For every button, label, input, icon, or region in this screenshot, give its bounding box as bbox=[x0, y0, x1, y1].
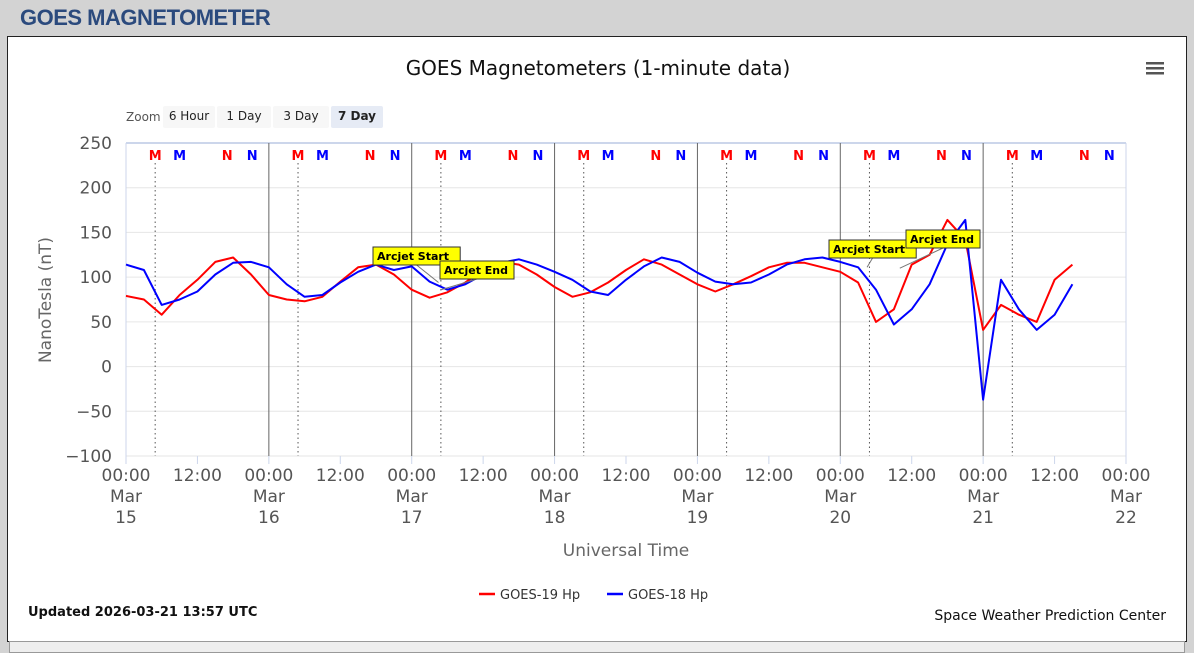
y-tick-label: 150 bbox=[80, 223, 112, 243]
local-time-marker: M bbox=[149, 149, 162, 164]
x-tick-label: 21 bbox=[972, 508, 994, 528]
local-time-marker: M bbox=[292, 149, 305, 164]
local-time-marker: N bbox=[1104, 149, 1115, 164]
updated-timestamp: Updated 2026-03-21 13:57 UTC bbox=[28, 605, 257, 620]
x-axis-title: Universal Time bbox=[563, 541, 689, 561]
y-axis-title: NanoTesla (nT) bbox=[36, 237, 56, 363]
y-tick-label: 0 bbox=[101, 358, 112, 378]
local-time-marker: M bbox=[434, 149, 447, 164]
y-tick-label: 50 bbox=[90, 313, 112, 333]
local-time-marker: M bbox=[459, 149, 472, 164]
arcjet-annotation-label: Arcjet Start bbox=[833, 243, 905, 256]
local-time-marker: N bbox=[532, 149, 543, 164]
x-tick-label: 15 bbox=[115, 508, 137, 528]
local-time-marker: M bbox=[602, 149, 615, 164]
annotation-connector bbox=[867, 258, 873, 267]
x-tick-label: 00:00 bbox=[959, 466, 1008, 486]
x-tick-label: 12:00 bbox=[173, 466, 222, 486]
x-tick-label: 12:00 bbox=[887, 466, 936, 486]
x-tick-label: 00:00 bbox=[244, 466, 293, 486]
zoom-label: Zoom bbox=[126, 110, 161, 124]
x-tick-label: 00:00 bbox=[387, 466, 436, 486]
local-time-marker: M bbox=[1006, 149, 1019, 164]
x-tick-label: 20 bbox=[829, 508, 851, 528]
x-tick-label: Mar bbox=[539, 487, 571, 507]
local-time-marker: M bbox=[577, 149, 590, 164]
y-tick-label: −100 bbox=[65, 447, 112, 467]
local-time-marker: N bbox=[222, 149, 233, 164]
local-time-marker: M bbox=[173, 149, 186, 164]
arcjet-annotation-label: Arcjet End bbox=[910, 233, 974, 246]
local-time-marker: M bbox=[745, 149, 758, 164]
x-tick-label: 00:00 bbox=[530, 466, 579, 486]
chart-title: GOES Magnetometers (1-minute data) bbox=[406, 56, 791, 80]
zoom-button-3-day[interactable]: 3 Day bbox=[283, 109, 318, 123]
credit-text: Space Weather Prediction Center bbox=[934, 608, 1166, 624]
x-tick-label: 00:00 bbox=[1102, 466, 1151, 486]
local-time-marker: N bbox=[650, 149, 661, 164]
y-tick-label: 100 bbox=[80, 268, 112, 288]
x-tick-label: 12:00 bbox=[316, 466, 365, 486]
x-tick-label: 22 bbox=[1115, 508, 1137, 528]
x-tick-label: 00:00 bbox=[673, 466, 722, 486]
x-tick-label: Mar bbox=[967, 487, 999, 507]
arcjet-annotation-label: Arcjet End bbox=[444, 264, 508, 277]
local-time-marker: N bbox=[936, 149, 947, 164]
arcjet-annotation-label: Arcjet Start bbox=[377, 250, 449, 263]
x-tick-label: Mar bbox=[1110, 487, 1142, 507]
local-time-marker: N bbox=[793, 149, 804, 164]
x-tick-label: Mar bbox=[824, 487, 856, 507]
x-tick-label: Mar bbox=[253, 487, 285, 507]
zoom-button-7-day[interactable]: 7 Day bbox=[338, 109, 376, 123]
y-tick-label: −50 bbox=[76, 402, 112, 422]
local-time-marker: N bbox=[390, 149, 401, 164]
x-tick-label: Mar bbox=[110, 487, 142, 507]
hamburger-menu-icon[interactable] bbox=[1146, 62, 1164, 75]
x-tick-label: 00:00 bbox=[102, 466, 151, 486]
legend-item-goes18[interactable]: GOES-18 Hp bbox=[628, 588, 708, 603]
x-tick-label: 16 bbox=[258, 508, 280, 528]
local-time-marker: M bbox=[887, 149, 900, 164]
local-time-marker: N bbox=[507, 149, 518, 164]
legend-item-goes19[interactable]: GOES-19 Hp bbox=[500, 588, 580, 603]
local-time-marker: M bbox=[1030, 149, 1043, 164]
local-time-marker: M bbox=[316, 149, 329, 164]
x-tick-label: 18 bbox=[544, 508, 566, 528]
y-tick-label: 250 bbox=[80, 134, 112, 154]
local-time-marker: M bbox=[720, 149, 733, 164]
zoom-button-6-hour[interactable]: 6 Hour bbox=[169, 109, 209, 123]
local-time-marker: N bbox=[365, 149, 376, 164]
local-time-marker: N bbox=[961, 149, 972, 164]
local-time-marker: M bbox=[863, 149, 876, 164]
x-tick-label: 00:00 bbox=[816, 466, 865, 486]
zoom-button-1-day[interactable]: 1 Day bbox=[226, 109, 261, 123]
x-tick-label: 19 bbox=[687, 508, 709, 528]
legend[interactable]: GOES-19 Hp GOES-18 Hp bbox=[479, 588, 708, 603]
x-tick-label: Mar bbox=[396, 487, 428, 507]
local-time-marker: N bbox=[675, 149, 686, 164]
x-tick-label: 12:00 bbox=[744, 466, 793, 486]
x-tick-label: 12:00 bbox=[459, 466, 508, 486]
x-tick-label: 17 bbox=[401, 508, 423, 528]
local-time-marker: N bbox=[247, 149, 258, 164]
x-tick-label: 12:00 bbox=[1030, 466, 1079, 486]
local-time-marker: N bbox=[818, 149, 829, 164]
annotation-connector bbox=[441, 279, 477, 290]
x-tick-label: 12:00 bbox=[602, 466, 651, 486]
x-tick-label: Mar bbox=[681, 487, 713, 507]
local-time-marker: N bbox=[1079, 149, 1090, 164]
y-tick-label: 200 bbox=[80, 179, 112, 199]
